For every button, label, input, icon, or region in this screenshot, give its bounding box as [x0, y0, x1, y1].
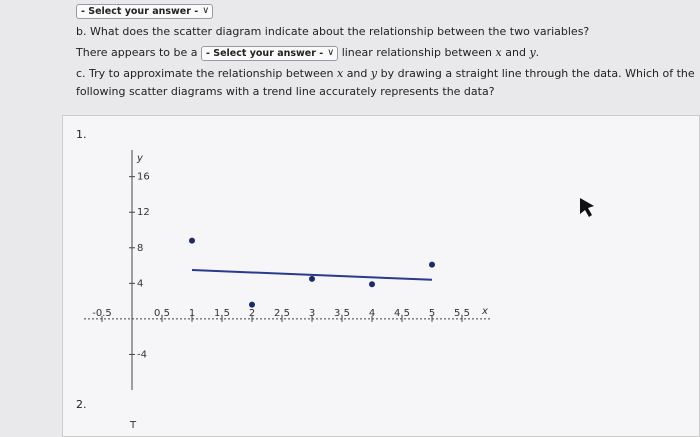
text: c. Try to approximate the relationship b… — [76, 67, 334, 80]
x-tick-label: 2 — [249, 308, 255, 319]
cursor — [580, 198, 594, 217]
var: y — [529, 46, 536, 59]
x-tick-label: 3.5 — [334, 308, 350, 319]
text: and — [505, 46, 526, 59]
data-point — [249, 301, 255, 308]
text: linear relationship between — [341, 46, 493, 59]
data-point — [429, 261, 435, 268]
question-c: c. Try to approximate the relationship b… — [76, 67, 695, 80]
question-c-2: following scatter diagrams with a trend … — [76, 85, 495, 98]
next-diagram-y: T — [129, 420, 137, 429]
x-tick-label: -0.5 — [92, 308, 112, 319]
y-tick-label: 12 — [137, 207, 150, 218]
text: by drawing a straight line through the d… — [380, 67, 695, 80]
var: x — [336, 67, 344, 80]
x-tick-label: 4 — [369, 308, 375, 319]
data-point — [369, 281, 375, 288]
y-tick-label: -4 — [137, 349, 147, 360]
relationship-dropdown[interactable]: - Select your answer - — [201, 46, 339, 61]
data-point — [309, 275, 315, 282]
answer-dropdown[interactable]: - Select your answer - — [76, 4, 214, 19]
option-label[interactable]: 2. — [76, 398, 87, 411]
x-tick-label: 1 — [189, 308, 195, 319]
x-tick-label: 4.5 — [394, 308, 410, 319]
text: . — [535, 46, 540, 59]
y-axis-label: y — [136, 153, 144, 164]
y-tick-label: 4 — [137, 278, 143, 289]
data-point — [189, 237, 195, 244]
x-tick-label: 5.5 — [454, 308, 470, 319]
text: and — [346, 67, 368, 80]
y-tick-label: 8 — [137, 243, 143, 254]
y-tick-label: 16 — [137, 172, 150, 183]
option-label[interactable]: 1. — [76, 128, 87, 141]
var: x — [495, 46, 502, 59]
question-b-sentence: There appears to be a - Select your answ… — [76, 46, 540, 61]
text: There appears to be a — [76, 46, 198, 59]
x-tick-label: 3 — [309, 308, 315, 319]
x-axis-label: x — [481, 306, 488, 317]
question-b: b. What does the scatter diagram indicat… — [76, 25, 590, 38]
x-tick-label: 0.5 — [154, 308, 170, 319]
x-tick-label: 2.5 — [274, 308, 290, 319]
x-tick-label: 5 — [429, 308, 435, 319]
x-tick-label: 1.5 — [214, 308, 230, 319]
var: y — [370, 67, 378, 80]
trend-line — [191, 269, 433, 281]
